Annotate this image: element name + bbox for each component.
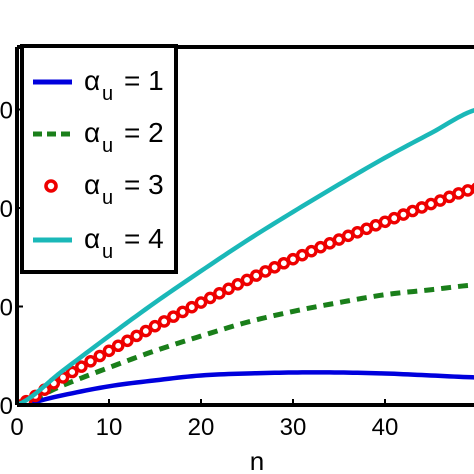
legend-value-1: = 1 xyxy=(124,65,164,96)
series-1-line xyxy=(17,370,474,405)
legend-label-1: α xyxy=(84,65,100,96)
series-2-line xyxy=(17,282,474,405)
y-tick-label: 0 xyxy=(0,393,13,420)
x-tick-label: 20 xyxy=(188,414,215,441)
legend-marker-3 xyxy=(44,179,58,193)
series-3-marker xyxy=(167,310,180,323)
series-3-marker xyxy=(139,324,153,338)
series-3-marker xyxy=(65,365,79,379)
y-tick-label: 200 xyxy=(0,196,13,223)
legend-label-3: α xyxy=(84,169,100,200)
series-3-marker xyxy=(213,287,226,300)
series-3-marker xyxy=(185,300,199,314)
legend-subscript-4: u xyxy=(102,241,113,263)
series-3-marker xyxy=(130,329,143,343)
x-axis-label: n xyxy=(250,446,264,474)
legend-label-2: α xyxy=(84,117,100,148)
series-3-marker xyxy=(222,282,235,296)
series-3-marker xyxy=(121,334,134,348)
y-tick-label: 300 xyxy=(0,98,13,125)
series-4-line xyxy=(17,108,474,405)
x-tick-label: 0 xyxy=(10,414,23,441)
x-tick-label: 10 xyxy=(96,414,123,441)
y-tick-label: 100 xyxy=(0,295,13,322)
legend-value-4: = 4 xyxy=(124,223,164,254)
series-3-marker xyxy=(157,315,171,328)
series-3-marker xyxy=(148,319,162,333)
legend-subscript-1: u xyxy=(102,83,113,105)
series-3-marker xyxy=(84,354,97,368)
legend-label-4: α xyxy=(84,223,100,254)
legend-value-3: = 3 xyxy=(124,169,164,200)
x-tick-label: 30 xyxy=(280,414,307,441)
legend-value-2: = 2 xyxy=(124,117,164,148)
series-3-marker xyxy=(111,339,125,353)
series-3-marker xyxy=(203,291,217,305)
series-3-marker xyxy=(231,277,245,291)
series-3-marker xyxy=(102,344,116,358)
series-3-marker xyxy=(93,349,107,363)
series-3-marker xyxy=(176,305,189,319)
series-3-marker xyxy=(75,360,88,373)
legend-subscript-2: u xyxy=(102,135,113,157)
series-3-marker xyxy=(194,296,208,309)
x-tick-label: 40 xyxy=(372,414,399,441)
legend-subscript-3: u xyxy=(102,187,113,209)
